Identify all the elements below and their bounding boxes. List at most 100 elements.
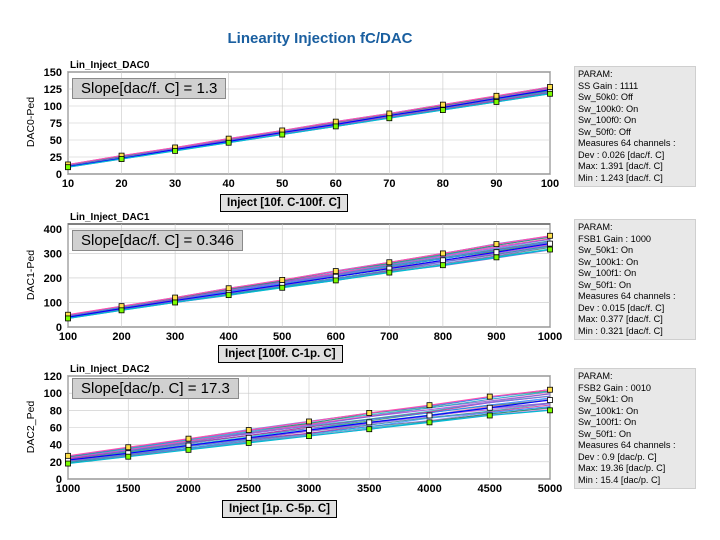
x-tick-label: 400 [219,331,237,343]
y-tick-label: 75 [50,118,62,130]
series-line [67,248,551,319]
slope-box-dac0: Slope[dac/f. C] = 1.3 [72,78,227,99]
x-tick-label: 2000 [176,483,200,495]
data-point [493,241,500,248]
series-line [67,235,551,316]
param-line: Sw_100f0: On [578,115,637,125]
data-point [547,232,553,239]
y-tick-label: 300 [44,248,62,260]
data-point [225,285,232,292]
data-point [332,268,339,274]
data-point [279,284,286,291]
data-point [306,433,312,439]
inject-label-dac1: Inject [100f. C-1p. C] [218,345,343,363]
data-point [332,277,339,284]
data-point [547,90,553,97]
data-point [426,419,433,426]
x-tick-label: 1500 [116,483,140,495]
y-tick-label: 25 [50,152,62,164]
data-point [366,426,373,433]
param-line: Sw_100k1: On [578,256,639,267]
inject-label-dac2: Inject [1p. C-5p. C] [222,500,337,518]
y-tick-label: 100 [44,297,62,309]
x-tick-label: 5000 [538,483,562,495]
param-line: PARAM: [578,371,613,381]
x-tick-label: 900 [487,331,505,343]
data-point [185,435,192,442]
x-tick-label: 1000 [56,483,80,495]
data-point [547,397,553,403]
param-line: Min : 15.4 [dac/p. C] [578,474,661,485]
slope-box-dac1: Slope[dac/f. C] = 0.346 [72,230,244,251]
param-line: Dev : 0.026 [dac/f. C] [578,149,665,160]
param-line: Sw_50k1: On [578,245,634,255]
x-tick-label: 100 [59,331,77,343]
data-point [125,444,132,451]
data-point [547,407,553,414]
data-point [225,292,232,299]
y-tick-label: 20 [50,457,62,469]
param-line: Sw_50f0: Off [578,126,631,137]
param-line: Max: 0.377 [dac/f. C] [578,314,663,324]
x-tick-label: 1000 [538,331,562,343]
y-tick-label: 125 [44,84,62,96]
param-line: SS Gain : 1111 [578,80,639,91]
data-point [245,427,252,433]
y-tick-label: 40 [50,440,62,452]
data-point [118,156,125,162]
x-tick-label: 70 [383,178,395,190]
x-tick-label: 40 [223,178,235,190]
data-point [493,254,500,261]
param-box-dac2: PARAM: FSB2 Gain : 0010 Sw_50k1: On Sw_100k… [574,368,696,489]
data-point [118,307,125,314]
param-line: FSB1 Gain : 1000 [578,233,652,244]
series-line [67,243,551,318]
data-point [306,427,312,433]
data-point [65,164,71,171]
y-axis-label: DAC2_Ped [25,401,37,454]
x-tick-label: 3000 [297,483,321,495]
param-line: PARAM: [578,222,613,232]
x-tick-label: 90 [490,178,502,190]
inject-label-dac0: Inject [10f. C-100f. C] [220,194,348,212]
x-tick-label: 4000 [417,483,441,495]
data-point [486,412,493,419]
param-line: FSB2 Gain : 0010 [578,382,652,393]
y-axis-label: DAC1-Ped [25,250,37,300]
param-line: Sw_50f1: On [578,428,632,439]
param-line: Sw_100f1: On [578,268,637,278]
x-tick-label: 50 [276,178,288,190]
x-tick-label: 3500 [357,483,381,495]
param-line: Measures 64 channels : [578,138,676,148]
data-point [439,101,446,108]
x-tick-label: 200 [112,331,130,343]
param-line: Sw_50k0: Off [578,92,633,102]
data-point [386,115,393,122]
param-line: Sw_100f1: On [578,417,637,427]
param-line: PARAM: [578,69,613,79]
y-tick-label: 200 [44,273,62,285]
data-point [306,418,312,425]
data-point [386,259,393,266]
x-tick-label: 60 [330,178,342,190]
data-point [185,446,192,453]
data-point [547,84,553,90]
data-point [366,410,373,416]
param-box-dac1: PARAM: FSB1 Gain : 1000 Sw_50k1: On Sw_100k… [574,219,696,340]
y-tick-label: 0 [56,322,62,334]
data-point [279,131,286,138]
plot-label: Lin_Inject_DAC1 [70,212,150,223]
param-box-dac0: PARAM: SS Gain : 1111 Sw_50k0: Off Sw_100k0… [574,66,696,187]
data-point [225,139,232,146]
param-line: Sw_100k0: On [578,103,639,114]
param-line: Min : 1.243 [dac/f. C] [578,172,663,183]
data-point [172,299,179,306]
data-point [486,404,493,411]
y-tick-label: 100 [44,388,62,400]
y-tick-label: 60 [50,423,62,435]
page-title: Linearity Injection fC/DAC [227,30,413,47]
slope-box-dac2: Slope[dac/p. C] = 17.3 [72,378,239,399]
data-point [547,240,553,247]
